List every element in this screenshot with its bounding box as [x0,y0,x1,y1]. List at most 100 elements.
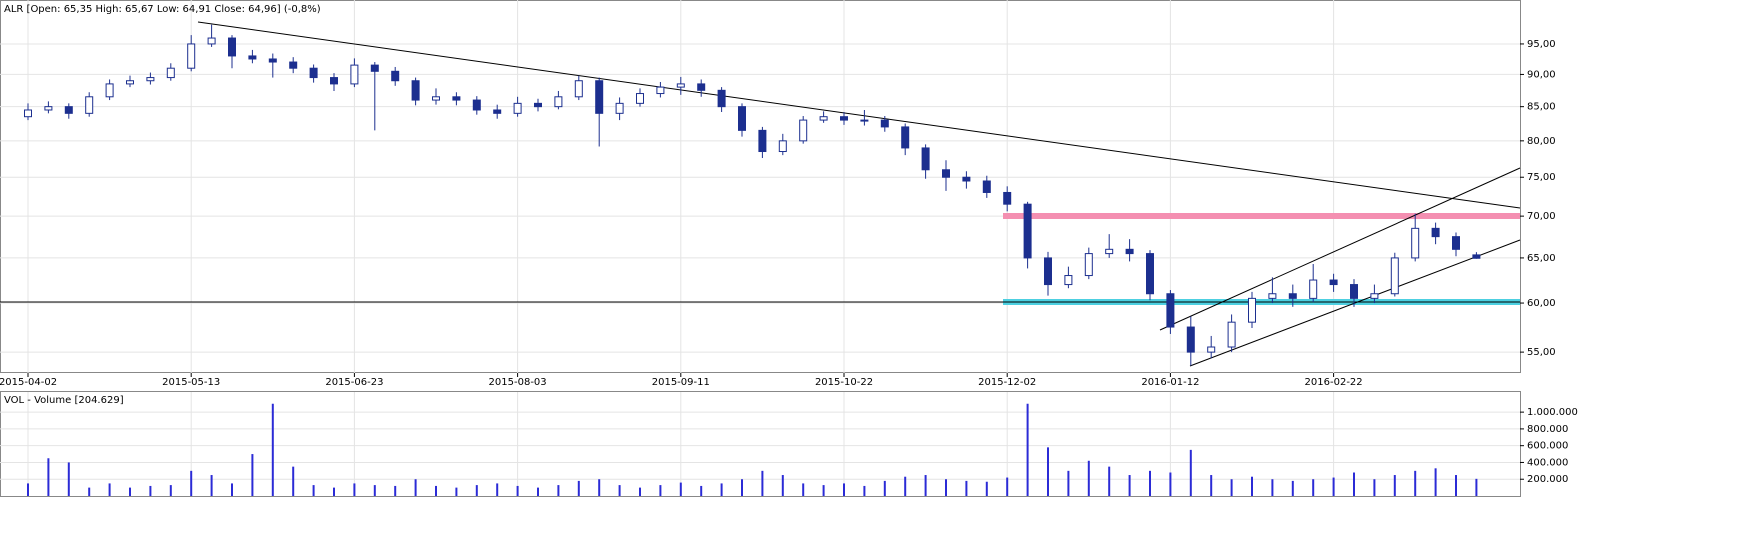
candle-body [901,126,910,149]
candle-body [1166,293,1175,328]
volume-bar [88,487,91,496]
volume-bar [720,483,723,496]
volume-bar [1026,403,1029,496]
volume-bar [394,485,397,496]
volume-bar [516,485,519,496]
candle-body [289,61,298,69]
channel-upper [1159,167,1521,331]
candle-body [676,83,685,88]
candle-body [921,147,930,171]
volume-bar [1332,477,1335,496]
volume-bar [965,480,968,496]
volume-title: VOL - Volume [204.629] [4,395,124,406]
candle-body [1248,297,1256,323]
candle-body [1146,253,1154,295]
candle-body [595,80,604,114]
candle-body [554,96,563,108]
candle-body [391,70,400,82]
volume-bar [659,485,662,496]
candle-body [1227,321,1236,348]
y-tick-label: 65,00 [1527,253,1556,264]
candle-body [248,55,257,60]
y-tick-label: 1.000.000 [1527,407,1578,418]
candle-body [860,119,869,122]
candle-body [962,176,971,182]
candle-body [982,180,991,193]
candle-body [1023,203,1032,259]
candle-body [330,77,338,85]
x-tick-label: 2015-08-03 [489,377,547,388]
volume-bar [598,479,601,496]
candle-body [615,102,624,114]
candle-body [1186,326,1195,353]
y-tick-label: 600.000 [1527,441,1568,452]
volume-bar [945,479,947,496]
volume-bar [1291,480,1294,496]
candle-body [819,116,828,121]
volume-bar [761,470,764,496]
candle-body [452,96,461,101]
candle-body [534,102,542,108]
volume-bar [455,487,458,496]
volume-bar [108,483,111,496]
volume-bar [169,485,172,496]
volume-bar [741,479,743,496]
volume-bar [557,485,560,496]
y-tick-label: 400.000 [1527,457,1568,468]
candle-body [1472,254,1481,259]
x-tick-label: 2015-10-22 [815,377,873,388]
x-tick-label: 2015-12-02 [978,377,1036,388]
candle-body [411,80,420,101]
candle-body [1452,236,1460,250]
x-tick-label: 2015-04-02 [0,377,57,388]
candle-body [1105,248,1114,255]
volume-bar [333,487,335,496]
volume-bar [496,483,499,496]
volume-bar [435,485,437,496]
x-tick-label: 2015-09-11 [652,377,710,388]
y-tick-label: 55,00 [1527,347,1556,358]
y-tick-label: 80,00 [1527,136,1556,147]
candle-body [738,106,746,131]
candle-body [44,106,53,111]
volume-bar [700,485,703,496]
candle-body [799,119,808,142]
channel-lower [1189,239,1521,367]
volume-bar [292,466,295,496]
volume-bar [1434,468,1437,496]
x-tick-label: 2015-06-23 [325,377,383,388]
candle-body [697,83,706,91]
volume-bar [822,485,825,496]
candle-body [1431,227,1440,238]
volume-bar [1189,449,1192,496]
volume-bar [1475,478,1478,496]
volume-bar [129,487,131,496]
volume-bar [312,485,315,496]
volume-bar [271,403,274,496]
candle-body [146,77,155,82]
candle-body [472,99,481,111]
volume-bar [802,483,805,496]
volume-bar [414,479,417,496]
y-tick-label: 200.000 [1527,474,1568,485]
x-tick-label: 2016-02-22 [1305,377,1363,388]
candle-body [778,140,787,153]
volume-bar [1271,479,1274,496]
volume-bar [863,485,866,496]
volume-bar [190,470,193,496]
volume-bar [1312,479,1315,496]
volume-bar [883,480,886,496]
volume-bar [577,480,580,496]
price-panel [0,0,1521,373]
volume-bar [67,462,70,496]
candle-body [24,109,32,118]
y-tick-label: 85,00 [1527,102,1556,113]
candle-body [717,89,726,108]
candle-body [636,93,644,104]
candle-body [187,43,196,69]
volume-bar [251,454,254,496]
y-tick-label: 800.000 [1527,424,1568,435]
candle-body [493,109,502,114]
volume-bar [1393,475,1396,496]
